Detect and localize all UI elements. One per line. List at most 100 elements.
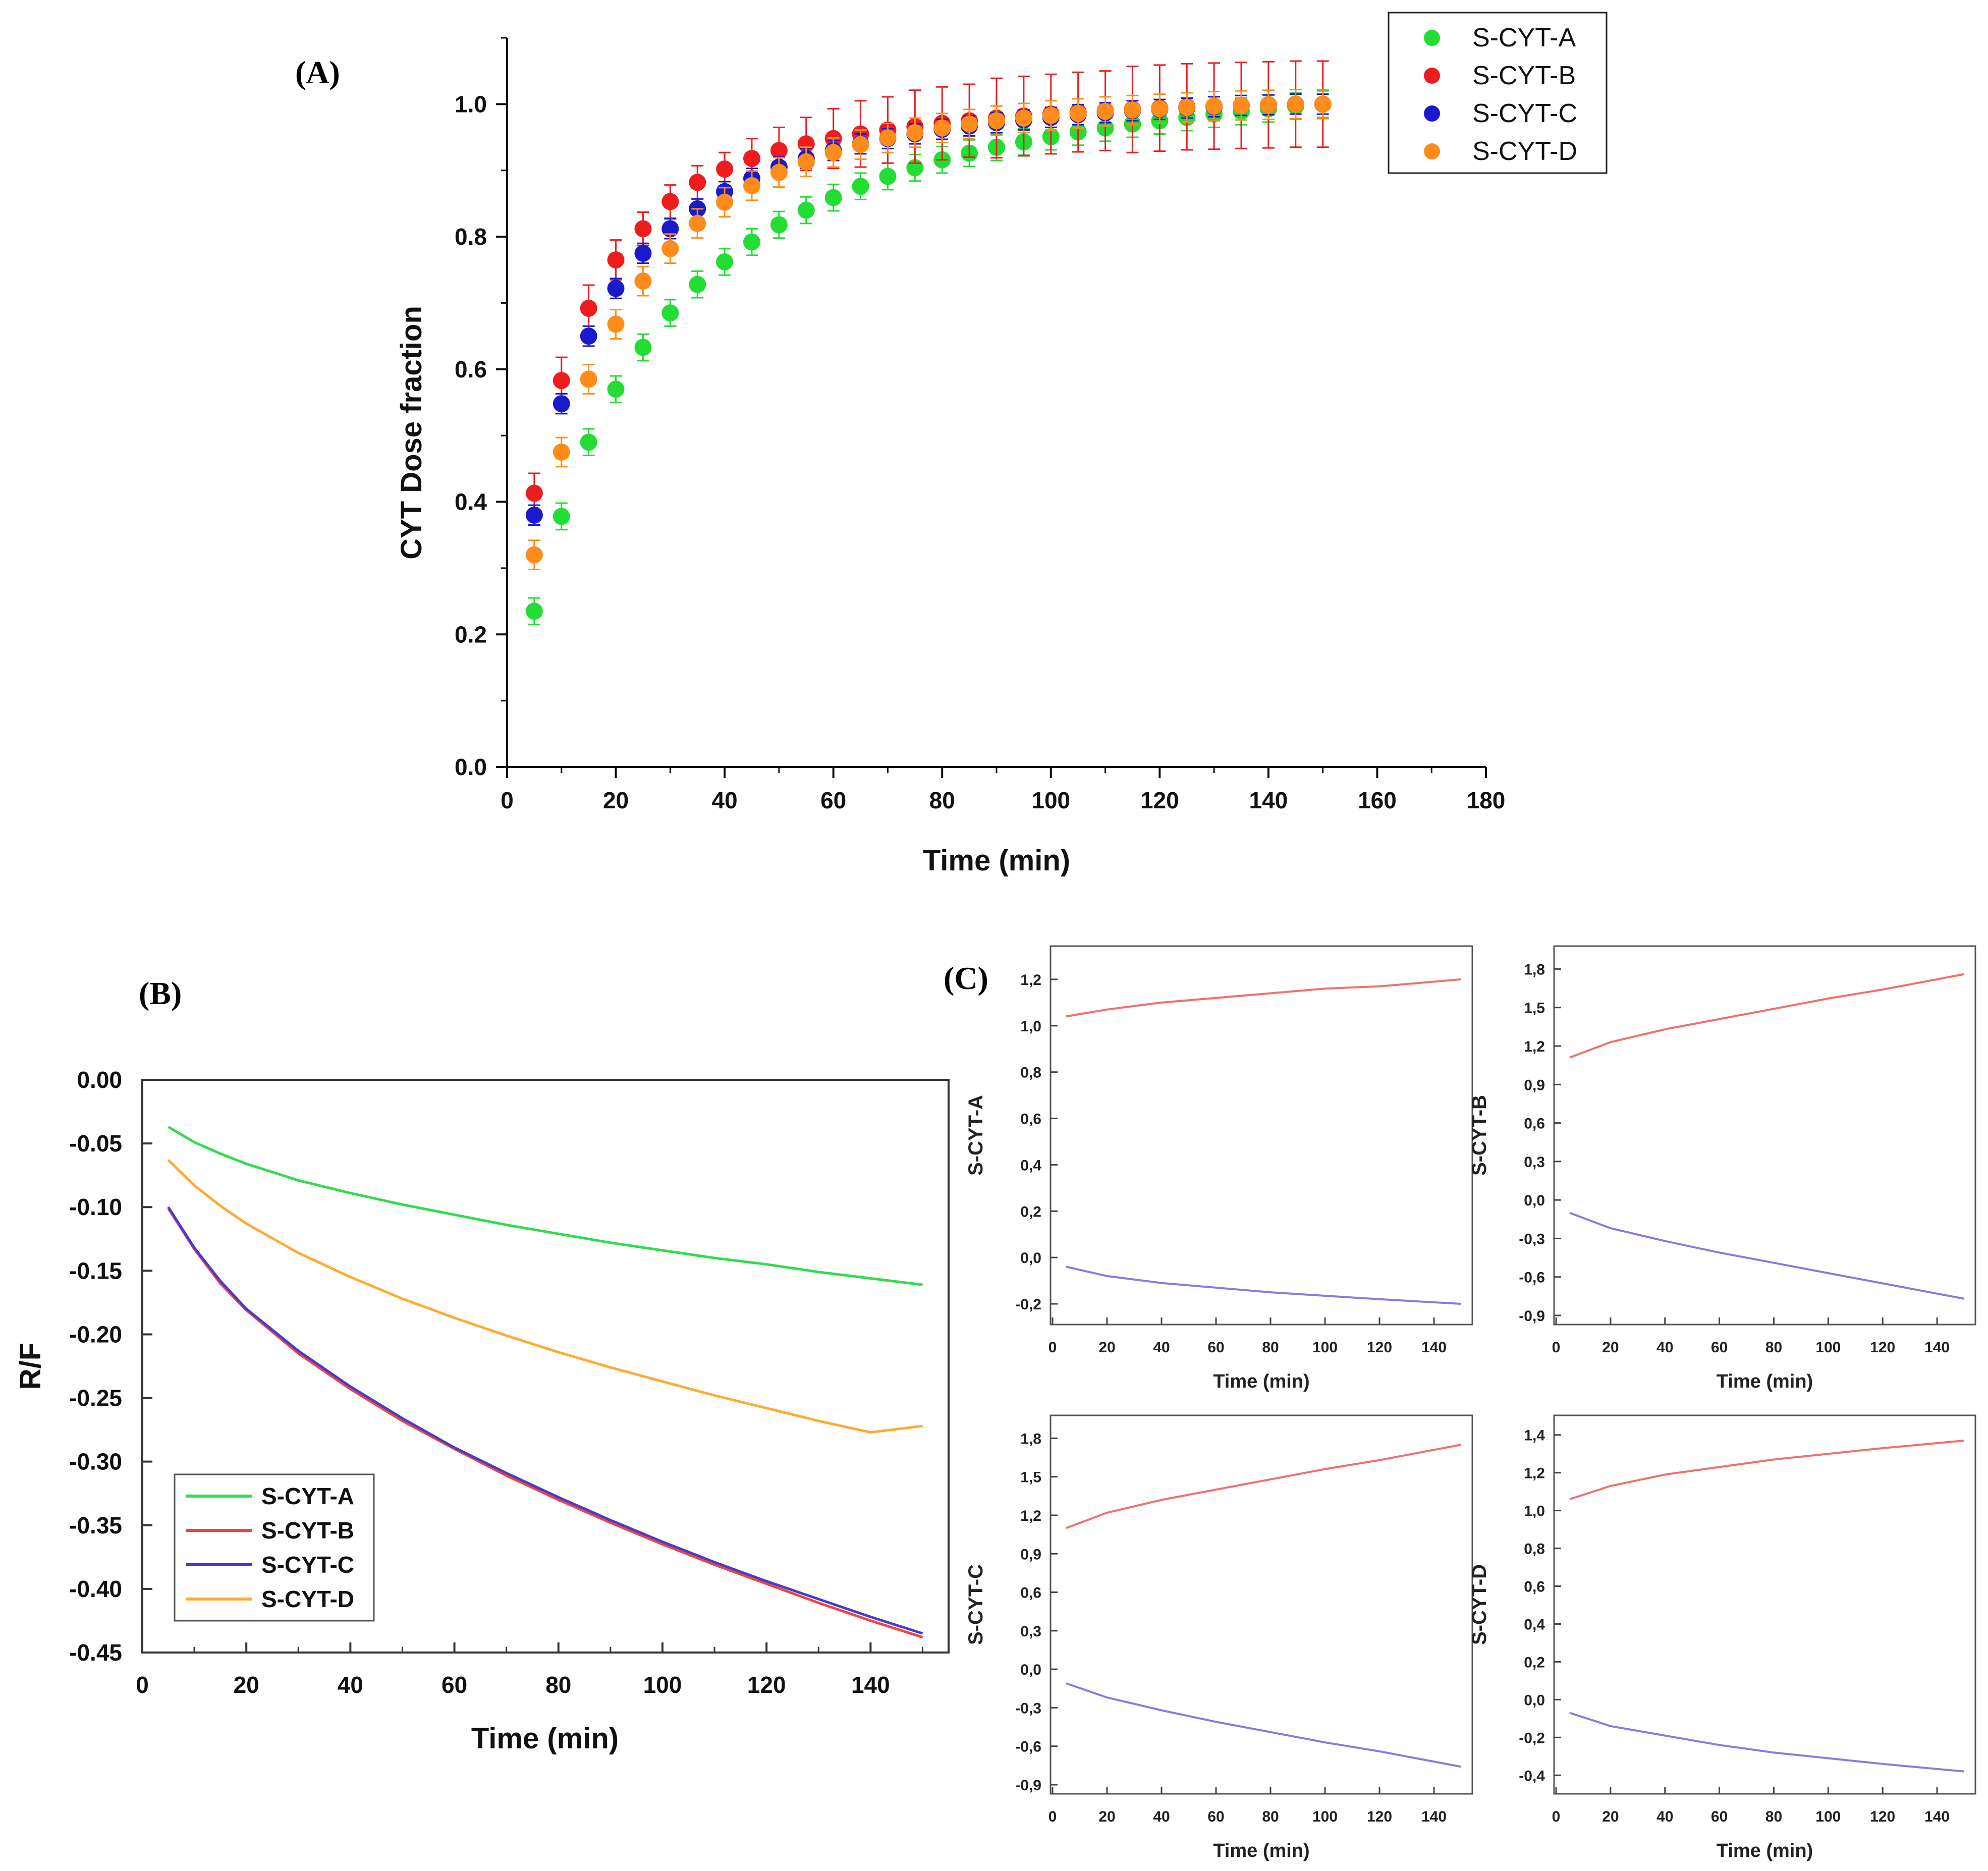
a-data-point	[661, 304, 679, 322]
b-x-tick-label: 120	[747, 1672, 786, 1698]
c-x-tick-label: 140	[1924, 1808, 1950, 1825]
b-y-tick-label: -0.20	[69, 1321, 122, 1347]
b-y-tick-label: -0.35	[69, 1512, 122, 1538]
a-data-point	[553, 395, 570, 413]
a-data-point	[1096, 102, 1114, 120]
a-data-point	[1233, 96, 1250, 114]
b-y-tick-label: -0.45	[69, 1639, 122, 1666]
b-legend-box	[174, 1473, 375, 1622]
a-data-point	[852, 178, 869, 195]
a-data-point	[743, 233, 760, 251]
a-data-point	[988, 112, 1005, 130]
c-x-tick-label: 100	[1312, 1808, 1338, 1825]
a-data-point	[933, 119, 951, 137]
c-y-tick-label: 1,2	[1524, 1465, 1545, 1482]
c-x-tick-label: 140	[1421, 1339, 1447, 1356]
a-series-s-cyt-d	[525, 88, 1332, 571]
c-y-axis-title: S-CYT-D	[1468, 1564, 1490, 1645]
c-x-tick-label: 40	[1153, 1808, 1170, 1825]
a-data-point	[661, 193, 679, 210]
c-x-tick-label: 40	[1656, 1339, 1673, 1356]
a-data-point	[553, 372, 570, 390]
c-y-tick-label: 0,2	[1020, 1203, 1041, 1220]
b-legend-label: S-CYT-B	[261, 1517, 354, 1544]
c-plot-frame	[1553, 1414, 1976, 1795]
a-data-point	[824, 144, 842, 161]
a-legend-marker	[1424, 143, 1440, 159]
a-y-tick-label: 0.2	[455, 621, 487, 647]
c-series-lower-line	[1066, 1682, 1462, 1768]
a-x-axis-title: Time (min)	[923, 844, 1070, 877]
b-y-tick-label: -0.15	[69, 1257, 122, 1284]
c-x-tick-label: 40	[1656, 1808, 1673, 1825]
c-series-upper-line	[1569, 1440, 1965, 1501]
c-y-tick-label: 0,8	[1524, 1541, 1545, 1558]
a-legend: S-CYT-A S-CYT-B S-CYT-C S-CYT-D	[1388, 12, 1608, 174]
a-data-point	[1178, 98, 1196, 116]
a-data-point	[906, 124, 924, 141]
b-x-tick-label: 20	[234, 1672, 259, 1698]
c-y-axis-title: S-CYT-A	[965, 1095, 987, 1176]
c-y-axis-title: S-CYT-C	[965, 1564, 987, 1645]
b-x-tick-label: 140	[851, 1672, 890, 1698]
a-data-point	[770, 216, 788, 234]
a-data-point	[824, 189, 842, 206]
c-series-upper-line	[1066, 978, 1462, 1018]
a-data-point	[770, 142, 788, 159]
a-data-point	[770, 163, 788, 181]
a-data-point	[797, 153, 815, 171]
c-y-tick-label: 1,8	[1020, 1430, 1041, 1447]
panel-b-label: (B)	[139, 975, 182, 1011]
b-x-tick-label: 0	[136, 1672, 149, 1698]
c-y-tick-label: 1,5	[1524, 1000, 1545, 1017]
c-x-tick-label: 0	[1552, 1808, 1561, 1825]
c-x-tick-label: 20	[1098, 1339, 1115, 1356]
b-series-s-cyt-c-line	[167, 1206, 923, 1635]
a-y-tick-label: 0.6	[455, 356, 487, 382]
a-legend-label: S-CYT-A	[1472, 23, 1576, 52]
c-y-tick-label: 1,4	[1524, 1427, 1545, 1444]
c-y-tick-label: 1,0	[1524, 1503, 1545, 1520]
a-legend-marker	[1424, 105, 1440, 122]
c-x-tick-label: 0	[1552, 1339, 1561, 1356]
c-x-tick-label: 60	[1711, 1339, 1728, 1356]
a-data-point	[553, 508, 570, 525]
a-data-point	[607, 251, 625, 269]
c-x-axis-title: Time (min)	[1717, 1371, 1813, 1392]
b-legend-label: S-CYT-C	[261, 1552, 354, 1578]
a-legend-label: S-CYT-C	[1472, 99, 1577, 128]
c-plot-frame	[1050, 1414, 1473, 1795]
c-series-lower-line	[1066, 1265, 1462, 1305]
c-x-axis-title: Time (min)	[1213, 1371, 1309, 1392]
b-y-tick-label: 0.00	[77, 1067, 122, 1093]
b-legend-label: S-CYT-A	[261, 1483, 354, 1509]
a-x-tick-label: 0	[501, 787, 514, 813]
a-data-point	[525, 484, 543, 502]
a-y-axis-title: CYT Dose fraction	[395, 306, 428, 560]
c-subplot-s-cyt-c: 0 20 40 60 80 100 120 140 -0,9 -0,6 -0,3 0,0 0,3 0,6 0…	[965, 1414, 1473, 1861]
c-y-tick-label: 0,9	[1524, 1077, 1545, 1093]
a-data-point	[689, 174, 706, 191]
a-data-point	[634, 244, 652, 262]
a-data-point	[716, 160, 734, 178]
a-data-point	[580, 370, 597, 388]
c-y-tick-label: 0,3	[1020, 1623, 1041, 1640]
a-data-point	[961, 115, 978, 133]
c-y-tick-label: -0,4	[1519, 1768, 1545, 1784]
a-data-point	[797, 201, 815, 219]
a-data-point	[716, 253, 734, 271]
c-y-tick-label: 1,5	[1020, 1469, 1041, 1486]
a-x-tick-label: 80	[929, 787, 955, 813]
c-series-upper-line	[1569, 973, 1965, 1059]
a-data-point	[743, 150, 760, 168]
a-x-tick-label: 140	[1249, 787, 1288, 813]
a-data-point	[525, 546, 543, 564]
c-y-tick-label: 0,9	[1020, 1546, 1041, 1563]
a-data-point	[580, 299, 597, 317]
c-y-tick-label: -0,9	[1519, 1308, 1545, 1325]
c-x-tick-label: 80	[1765, 1808, 1782, 1825]
c-x-tick-label: 80	[1262, 1339, 1279, 1356]
a-x-tick-label: 120	[1140, 787, 1179, 813]
b-x-tick-label: 80	[545, 1672, 571, 1698]
c-x-tick-label: 60	[1207, 1339, 1224, 1356]
